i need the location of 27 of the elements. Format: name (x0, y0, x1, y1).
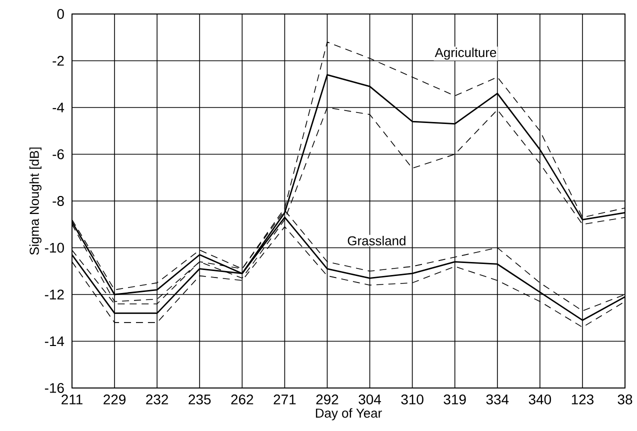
x-tick-label: 340 (528, 394, 552, 404)
y-tick-label: -8 (52, 196, 64, 206)
x-axis-title: Day of Year (316, 408, 382, 420)
y-axis-title: Sigma Nought [dB] (29, 148, 42, 255)
y-tick-label: -14 (44, 336, 64, 346)
x-tick-label: 235 (188, 394, 211, 404)
x-tick-label: 232 (146, 394, 168, 404)
annotation: Grassland (348, 236, 406, 246)
y-tick-label: -6 (52, 149, 64, 160)
y-tick-label: -12 (44, 290, 64, 300)
x-tick-label: 304 (358, 394, 381, 404)
annotation: Agriculture (434, 48, 496, 60)
x-tick-label: 262 (231, 394, 254, 404)
x-tick-label: 38 (618, 394, 632, 404)
x-tick-label: 292 (316, 394, 338, 404)
x-tick-label: 271 (274, 394, 296, 404)
y-tick-label: -16 (44, 383, 64, 393)
x-tick-label: 319 (444, 394, 466, 404)
y-tick-label: 0 (57, 9, 64, 19)
x-tick-label: 229 (104, 394, 126, 404)
x-tick-label: 123 (572, 394, 594, 404)
y-tick-label: -10 (44, 242, 64, 253)
x-tick-label: 211 (62, 394, 82, 404)
y-tick-label: -2 (52, 56, 64, 66)
x-tick-label: 334 (486, 394, 509, 404)
x-tick-label: 310 (401, 394, 424, 404)
y-tick-label: -4 (52, 102, 64, 112)
